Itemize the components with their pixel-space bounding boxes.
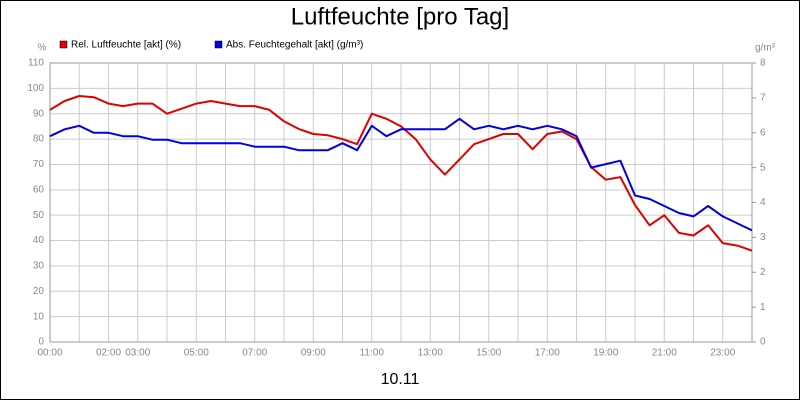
data-line (49, 95, 753, 252)
y-tick-label: 90 (33, 108, 45, 119)
y-tick-label: 60 (33, 184, 45, 195)
y2-tick-label: 7 (760, 93, 766, 104)
y2-tick-label: 2 (760, 267, 766, 278)
y-tick-label: 110 (28, 58, 44, 69)
x-tick-label: 07:00 (242, 348, 267, 359)
y2-tick-label: 6 (760, 127, 766, 138)
y2-tick-label: 0 (760, 337, 766, 348)
y-tick-label: 70 (33, 159, 45, 170)
y-tick-label: 20 (33, 286, 45, 297)
plot-border (49, 62, 753, 343)
x-tick-label: 05:00 (184, 348, 209, 359)
y2-axis-label: g/m³ (755, 43, 776, 54)
x-tick-label: 09:00 (301, 348, 326, 359)
x-axis-label: 10.11 (381, 371, 420, 388)
x-tick-label: 00:00 (37, 348, 62, 359)
y-axis-label: % (38, 43, 47, 54)
x-tick-label: 19:00 (593, 348, 618, 359)
legend-label: Abs. Feuchtegehalt [akt] (g/m³) (226, 40, 363, 51)
x-tick-label: 23:00 (710, 348, 735, 359)
y2-tick-label: 1 (760, 302, 766, 313)
y-tick-label: 40 (33, 235, 45, 246)
y-tick-label: 100 (27, 83, 44, 94)
x-tick-label: 11:00 (360, 348, 385, 359)
data-line (49, 117, 753, 232)
y-tick-label: 50 (33, 210, 45, 221)
x-tick-label: 13:00 (418, 348, 443, 359)
x-tick-label: 02:00 (96, 348, 121, 359)
legend-swatch (59, 40, 68, 49)
y-tick-label: 0 (38, 337, 44, 348)
legend-swatch (214, 40, 223, 49)
y-tick-label: 30 (33, 261, 45, 272)
chart-title: Luftfeuchte [pro Tag] (291, 3, 509, 30)
y-tick-label: 80 (33, 134, 45, 145)
y2-tick-label: 3 (760, 232, 766, 243)
x-tick-label: 15:00 (476, 348, 501, 359)
y2-tick-label: 8 (760, 58, 766, 69)
y2-tick-label: 4 (760, 197, 766, 208)
x-tick-label: 17:00 (535, 348, 560, 359)
x-tick-label: 21:00 (652, 348, 677, 359)
x-tick-label: 03:00 (125, 348, 150, 359)
y2-tick-label: 5 (760, 162, 766, 173)
legend-label: Rel. Luftfeuchte [akt] (%) (71, 40, 181, 51)
y-tick-label: 10 (33, 311, 45, 322)
